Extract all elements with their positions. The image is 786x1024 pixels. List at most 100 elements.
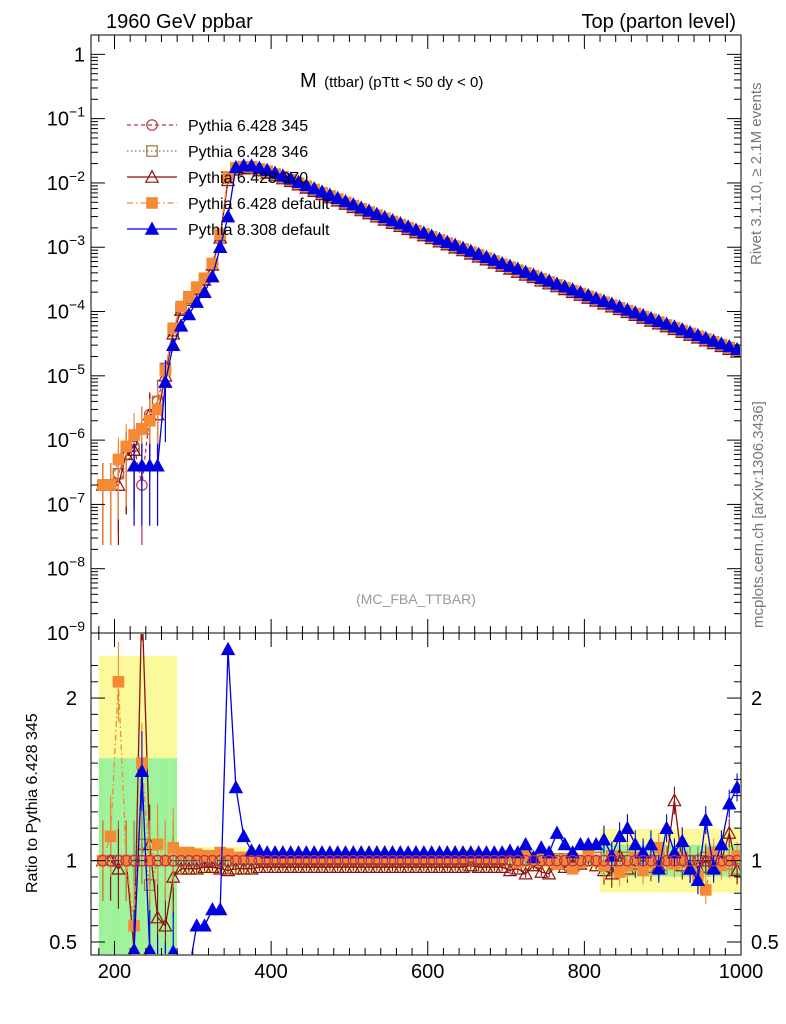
ratio-point-4 xyxy=(127,942,141,954)
upper-point-4 xyxy=(494,255,510,270)
upper-point-3 xyxy=(206,257,219,270)
x-tick-label: 200 xyxy=(98,961,131,983)
upper-point-3 xyxy=(104,479,117,491)
ratio-point-2 xyxy=(283,859,298,873)
header-left: 1960 GeV ppbar xyxy=(106,11,253,33)
upper-series-line-3 xyxy=(102,166,738,486)
ratio-point-0 xyxy=(128,854,140,867)
upper-point-4 xyxy=(291,174,306,188)
ratio-point-4 xyxy=(228,780,244,794)
ratio-point-0 xyxy=(308,854,320,867)
ratio-point-2 xyxy=(346,859,361,873)
ratio-point-0 xyxy=(175,854,187,867)
upper-point-4 xyxy=(479,249,494,263)
ratio-point-2 xyxy=(722,825,737,839)
ratio-point-3 xyxy=(151,838,164,851)
ratio-point-4 xyxy=(659,820,674,834)
y-tick-exp: −4 xyxy=(69,297,85,313)
ratio-point-4 xyxy=(502,843,518,857)
y-tick-base: 10 xyxy=(47,109,69,131)
upper-point-4 xyxy=(604,296,619,310)
ratio-point-0 xyxy=(621,854,634,867)
upper-point-4 xyxy=(244,158,259,172)
upper-series-0 xyxy=(96,161,740,546)
upper-point-4 xyxy=(502,258,518,272)
ratio-point-0 xyxy=(707,854,720,867)
upper-point-3 xyxy=(120,440,133,453)
ratio-point-0 xyxy=(598,854,610,867)
legend-label: Pythia 6.428 370 xyxy=(188,170,308,187)
ratio-point-4 xyxy=(682,861,698,875)
upper-point-4 xyxy=(675,322,690,336)
upper-point-4 xyxy=(353,200,369,214)
x-tick-label: 600 xyxy=(411,961,444,983)
upper-point-3 xyxy=(214,228,227,240)
upper-point-4 xyxy=(659,316,674,330)
y-tick-label: 10−8 xyxy=(47,554,85,581)
upper-point-4 xyxy=(541,273,557,287)
y-tick-base: 10 xyxy=(47,559,69,581)
ratio-point-2 xyxy=(189,861,204,875)
ratio-series-3 xyxy=(96,641,740,954)
ratio-point-4 xyxy=(134,763,150,778)
upper-point-4 xyxy=(620,302,635,316)
upper-point-4 xyxy=(455,240,471,254)
ratio-point-2 xyxy=(111,861,126,875)
ratio-point-2 xyxy=(502,862,518,877)
legend-item-3: Pythia 6.428 default xyxy=(127,196,330,213)
y-tick-base: 10 xyxy=(47,494,69,516)
upper-point-4 xyxy=(440,234,455,248)
legend-marker xyxy=(144,169,160,183)
ratio-point-0 xyxy=(402,854,414,867)
ratio-point-4 xyxy=(151,968,163,979)
upper-point-4 xyxy=(150,458,165,472)
ratio-point-0 xyxy=(277,854,289,867)
ratio-y-tick-label: 2 xyxy=(66,688,77,710)
ratio-point-2 xyxy=(205,859,220,873)
ratio-point-2 xyxy=(299,859,314,873)
upper-point-4 xyxy=(408,222,424,236)
ratio-point-0 xyxy=(512,854,524,867)
ratio-point-4 xyxy=(643,836,659,851)
upper-point-3 xyxy=(136,422,148,435)
upper-point-4 xyxy=(628,305,643,319)
ratio-point-0 xyxy=(496,854,508,867)
ratio-point-3 xyxy=(613,866,626,878)
ratio-point-0 xyxy=(190,854,203,867)
ratio-point-4 xyxy=(698,812,713,826)
ratio-point-0 xyxy=(222,854,234,867)
ratio-point-2 xyxy=(424,859,439,873)
analysis-annotation: (MC_FBA_TTBAR) xyxy=(356,591,476,607)
ratio-point-2 xyxy=(158,918,173,932)
mcplots-label: mcplots.cern.ch [arXiv:1306.3436] xyxy=(750,401,767,628)
upper-point-4 xyxy=(299,177,314,192)
ratio-point-0 xyxy=(629,854,642,867)
ratio-point-0 xyxy=(699,854,712,867)
ratio-point-0 xyxy=(519,854,532,867)
upper-series-3 xyxy=(96,160,740,546)
ratio-point-0 xyxy=(269,854,281,867)
ratio-point-2 xyxy=(510,861,526,875)
upper-point-4 xyxy=(651,313,666,327)
upper-series-2 xyxy=(95,161,740,546)
ratio-y-tick-label-right: 1 xyxy=(751,851,762,873)
ratio-point-0 xyxy=(566,854,579,867)
ratio-point-4 xyxy=(220,641,236,656)
y-tick-label: 10−5 xyxy=(47,361,85,388)
ratio-series-line-2 xyxy=(102,634,738,951)
upper-point-4 xyxy=(518,264,533,278)
header-right: Top (parton level) xyxy=(581,11,736,33)
upper-point-4 xyxy=(400,219,416,233)
ratio-point-0 xyxy=(645,854,657,867)
ratio-point-0 xyxy=(371,854,383,867)
ratio-point-4 xyxy=(690,872,706,886)
ratio-point-0 xyxy=(136,854,148,867)
upper-point-4 xyxy=(197,284,212,298)
ratio-point-4 xyxy=(183,965,195,976)
rivet-label: Rivet 3.1.10, ≥ 2.1M events xyxy=(748,83,765,266)
upper-point-4 xyxy=(643,310,659,325)
upper-point-4 xyxy=(369,206,385,220)
ratio-point-2 xyxy=(667,793,682,807)
ratio-point-2 xyxy=(416,859,432,873)
ratio-point-2 xyxy=(213,861,228,875)
